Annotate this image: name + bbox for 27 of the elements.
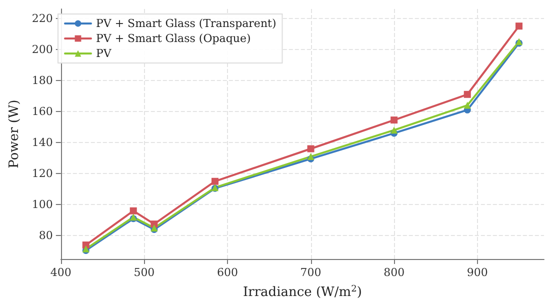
y-tick-label: 120 bbox=[32, 167, 53, 180]
y-tick-label: 200 bbox=[32, 42, 53, 56]
y-tick-label: 160 bbox=[32, 104, 53, 118]
y-tick-label: 140 bbox=[32, 136, 53, 150]
x-tick-label: 400 bbox=[50, 266, 72, 279]
legend-label: PV + Smart Glass (Opaque) bbox=[96, 32, 251, 45]
point bbox=[390, 126, 398, 134]
x-tick-label: 600 bbox=[216, 266, 238, 279]
point bbox=[464, 90, 471, 98]
legend-label: PV + Smart Glass (Transparent) bbox=[96, 17, 276, 30]
y-tick-label: 180 bbox=[32, 74, 53, 87]
y-tick-label: 100 bbox=[32, 198, 53, 212]
y-tick-label: 80 bbox=[38, 229, 53, 242]
point bbox=[211, 178, 218, 185]
legend-label: PV bbox=[96, 47, 112, 60]
x-tick-label: 700 bbox=[300, 266, 322, 279]
point bbox=[516, 22, 523, 30]
y-tick-label: 220 bbox=[32, 12, 53, 25]
x-tick-label: 900 bbox=[466, 266, 488, 279]
y-axis-title: Power (W) bbox=[7, 100, 22, 168]
x-tick-label: 800 bbox=[384, 266, 405, 279]
point bbox=[307, 145, 314, 152]
point bbox=[390, 116, 398, 124]
point bbox=[130, 207, 137, 214]
point bbox=[150, 220, 158, 228]
point bbox=[464, 102, 471, 109]
x-tick-label: 500 bbox=[134, 266, 155, 279]
